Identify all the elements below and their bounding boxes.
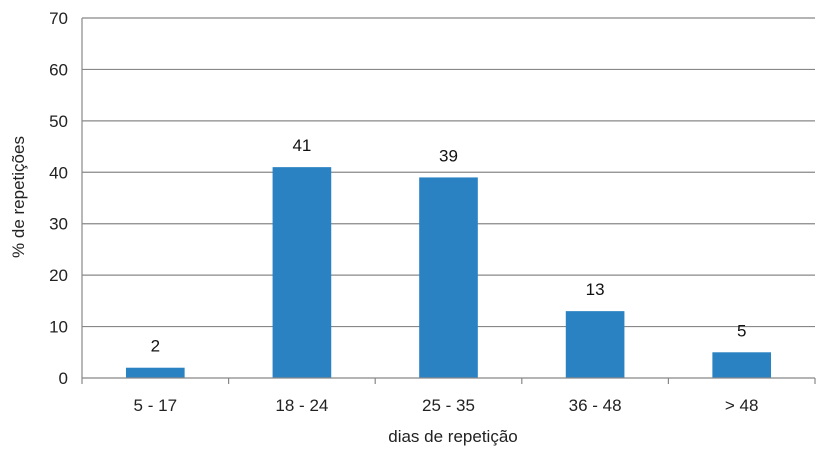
x-tick-label: 36 - 48: [569, 396, 622, 415]
y-axis-title: % de repetições: [9, 136, 28, 258]
y-tick-label: 60: [49, 60, 68, 79]
labels: 0 10 20 30 40 50 60 70 2 5 - 17 41 18 - 24 39 25 - 35…: [49, 9, 758, 415]
y-tick-label: 10: [49, 318, 68, 337]
data-label: 39: [439, 146, 458, 165]
y-tick-label: 50: [49, 112, 68, 131]
bar: [125, 367, 185, 378]
bar: [419, 177, 478, 378]
data-label: 2: [151, 337, 160, 356]
x-tick-label: 5 - 17: [134, 396, 177, 415]
x-tick-label: 25 - 35: [422, 396, 475, 415]
x-axis-title: dias de repetição: [388, 427, 517, 446]
data-label: 41: [292, 136, 311, 155]
bar: [565, 311, 625, 378]
y-tick-label: 20: [49, 266, 68, 285]
y-tick-label: 40: [49, 163, 68, 182]
bar: [712, 352, 772, 378]
data-label: 13: [586, 280, 605, 299]
bars: [125, 167, 772, 378]
x-tick-label: 18 - 24: [275, 396, 328, 415]
bar: [272, 167, 332, 378]
x-tick-label: > 48: [725, 396, 759, 415]
data-label: 5: [737, 321, 746, 340]
y-tick-label: 30: [49, 215, 68, 234]
y-tick-label: 70: [49, 9, 68, 28]
y-tick-label: 0: [59, 369, 68, 388]
axes: [81, 18, 816, 384]
